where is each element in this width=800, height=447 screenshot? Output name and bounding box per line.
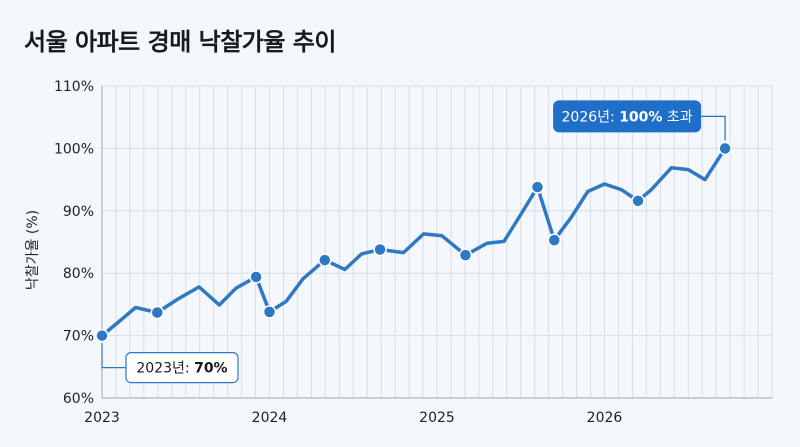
annotation-text: 2023년: 70%: [136, 361, 227, 377]
y-tick-label: 70%: [63, 329, 94, 345]
data-point: [95, 328, 109, 343]
x-tick-label: 2025: [419, 410, 455, 426]
x-tick-label: 2026: [587, 410, 623, 426]
x-tick-label: 2024: [252, 410, 288, 426]
x-axis-ticks: 2023 2024 2025 2026: [84, 410, 622, 426]
annotation-leader: [101, 343, 126, 369]
data-point: [530, 180, 545, 194]
data-point: [262, 305, 277, 319]
data-point: [458, 248, 473, 262]
y-axis-label: 낙찰가율 (%): [25, 210, 41, 290]
data-point: [718, 141, 732, 156]
y-tick-label: 110%: [54, 79, 94, 95]
x-tick-label: 2023: [84, 410, 120, 426]
y-tick-label: 80%: [63, 266, 94, 282]
chart-title: 서울 아파트 경매 낙찰가율 추이: [24, 28, 336, 56]
y-tick-label: 100%: [54, 141, 94, 157]
callout-text: 2026년: 100% 초과: [562, 109, 693, 125]
data-point: [318, 253, 332, 267]
grid: [101, 85, 773, 399]
callout-leader: [701, 115, 726, 141]
y-tick-label: 90%: [63, 204, 94, 220]
data-point: [547, 233, 561, 247]
annotation-box: [125, 352, 239, 384]
highlight-points: [95, 141, 732, 343]
annotations: 2023년: 70% 2026년: 100% 초과: [101, 100, 726, 384]
series-layer: [100, 146, 727, 338]
y-axis-ticks: 60% 70% 80% 90% 100% 110%: [54, 79, 94, 407]
data-point: [249, 270, 263, 284]
series-line: [100, 146, 727, 338]
data-point: [631, 194, 645, 208]
callout-box: [553, 100, 702, 133]
y-tick-label: 60%: [63, 391, 94, 407]
data-point: [150, 305, 165, 320]
data-point: [373, 242, 387, 257]
